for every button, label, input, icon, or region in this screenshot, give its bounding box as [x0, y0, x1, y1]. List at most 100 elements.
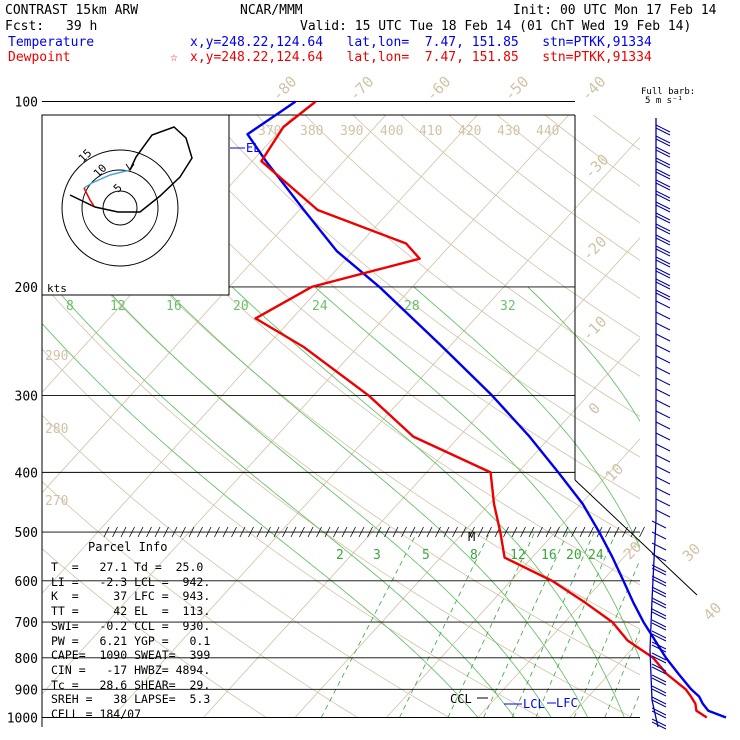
wind-barb-icon — [655, 212, 671, 221]
wind-barb-icon — [655, 388, 671, 397]
wind-barb-icon — [655, 421, 671, 430]
wind-barb-icon — [655, 377, 671, 386]
tick-mark — [605, 526, 611, 538]
hodograph-units: kts — [47, 282, 67, 295]
wind-panel-title: Full barb: — [641, 87, 696, 97]
wind-barb-icon — [655, 190, 671, 199]
dewpoint-legend: Dewpoint — [8, 50, 71, 65]
dry-adiabat-line — [112, 115, 640, 542]
dry-adiabat-line — [42, 348, 541, 718]
pressure-tick-label: 500 — [15, 526, 38, 541]
wind-barb-icon — [655, 157, 671, 166]
wind-barb-icon — [655, 259, 671, 268]
moist-adiabat-line — [645, 287, 740, 718]
dry-adiabat-line — [496, 115, 640, 224]
wind-barb-icon — [655, 149, 671, 158]
isotherm-label: -70 — [346, 73, 378, 105]
dry-adiabat-label: 270 — [45, 494, 68, 509]
dry-adiabat-line — [448, 115, 640, 261]
isotherm-label: 20 — [620, 538, 646, 564]
wind-barb-icon — [655, 333, 671, 342]
wind-barb-icon — [651, 696, 667, 705]
isotherm-line — [294, 337, 640, 718]
isotherm-line — [42, 115, 478, 594]
wind-barb-icon — [655, 366, 671, 375]
mixing-ratio-label: 8 — [470, 548, 478, 563]
tick-mark — [367, 526, 373, 538]
wind-barbs — [649, 118, 671, 730]
mixing-ratio-label: 12 — [510, 548, 526, 563]
parcel-info-row: Tc = 28.6 SHEAR= 29. — [51, 677, 211, 692]
parcel-info-row: T = 27.1 Td = 25.0 — [51, 560, 204, 574]
mixing-ratio-line — [731, 532, 740, 717]
tick-mark — [129, 526, 135, 538]
fcst-label: Fcst: — [5, 19, 45, 34]
parcel-info-row: CIN = -17 HWBZ= 4894. — [51, 662, 211, 677]
tick-mark — [460, 526, 467, 538]
isotherm-label: 30 — [679, 540, 705, 566]
tick-mark — [299, 526, 305, 538]
dewpoint-location: x,y=248.22,124.64 lat,lon= 7.47, 151.85 … — [190, 50, 652, 65]
tick-mark — [520, 526, 526, 538]
wind-barb-icon — [655, 289, 671, 298]
tick-mark — [163, 526, 169, 538]
wind-barb-icon — [651, 586, 667, 595]
tick-mark — [443, 526, 450, 538]
wind-barb-icon — [651, 677, 667, 686]
wind-barb-icon — [655, 223, 671, 232]
moist-adiabat-line — [413, 286, 640, 549]
tick-mark — [358, 526, 365, 538]
tick-mark — [571, 526, 577, 538]
dry-adiabat-line — [718, 102, 740, 718]
mixing-ratio-label: 3 — [373, 548, 381, 563]
wind-barb-icon — [651, 688, 667, 697]
wind-barb-icon — [651, 567, 667, 576]
parcel-info-row: SREH = 38 LAPSE= 5.3 — [51, 692, 211, 707]
tick-mark — [120, 526, 127, 538]
isotherm-label: -50 — [501, 73, 533, 105]
moist-adiabat-label: 16 — [166, 299, 182, 314]
tick-mark — [384, 526, 390, 538]
mixing-ratio-line — [704, 532, 740, 717]
dry-adiabat-label: 290 — [45, 349, 68, 364]
parcel-info-row: CELL = 184/07 — [51, 707, 142, 721]
isotherm-line — [42, 115, 570, 695]
tick-mark — [333, 526, 339, 538]
temperature-profile — [246, 100, 727, 719]
annotations: EL CCL LCL LFC M — [230, 141, 578, 711]
init-time: Init: 00 UTC Mon 17 Feb 14 — [513, 3, 717, 18]
dry-adiabat-line — [208, 115, 640, 458]
wind-barb-icon — [655, 245, 671, 254]
tick-mark — [273, 526, 280, 538]
tick-mark — [511, 526, 518, 538]
moist-adiabat-label: 20 — [233, 299, 249, 314]
wind-barb-icon — [655, 146, 671, 155]
mixing-ratio-line — [320, 531, 418, 718]
tick-mark — [562, 526, 569, 538]
tick-mark — [248, 526, 254, 538]
dry-adiabat-line — [671, 102, 740, 718]
wind-barb-icon — [651, 699, 667, 708]
wind-barb-icon — [651, 718, 667, 727]
tick-mark — [341, 526, 348, 538]
tick-mark — [239, 526, 246, 538]
wind-barb-icon — [655, 432, 671, 441]
mixing-ratio-line — [573, 558, 640, 718]
dry-adiabat-line — [256, 115, 640, 417]
wind-barb-icon — [655, 270, 671, 279]
moist-adiabat-label: 32 — [500, 299, 516, 314]
dry-adiabat-label: 440 — [536, 124, 559, 139]
mixing-ratio-line — [447, 531, 536, 718]
hodograph-surface — [83, 187, 95, 207]
parcel-info-row: TT = 42 EL = 113. — [51, 604, 211, 619]
tick-mark — [435, 526, 441, 538]
tick-mark — [639, 526, 645, 538]
wind-barb-icon — [651, 608, 667, 617]
wind-barb-icon — [655, 465, 671, 474]
moist-adiabat-line — [314, 286, 640, 661]
dry-adiabat-line — [64, 115, 640, 586]
tick-mark — [409, 526, 416, 538]
isotherm-line — [111, 136, 640, 718]
tick-mark — [588, 526, 594, 538]
tick-mark — [613, 526, 620, 538]
